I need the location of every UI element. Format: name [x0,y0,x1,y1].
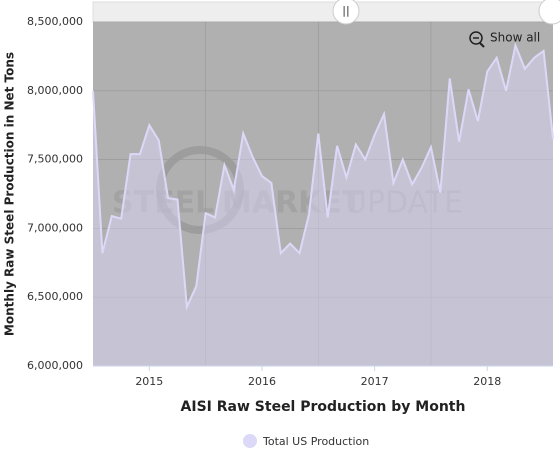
legend-label: Total US Production [262,435,369,448]
x-tick-label: 2016 [248,375,276,388]
y-axis-title: Monthly Raw Steel Production in Net Tons [3,52,17,336]
legend-marker [243,434,257,448]
x-tick-label: 2018 [473,375,501,388]
zoom-icon [469,31,483,45]
navigator-handle[interactable] [332,0,360,25]
handle-grip: || [342,4,349,17]
x-tick-label: 2017 [361,375,389,388]
navigator-handle[interactable] [538,0,560,25]
x-tick-label: 2015 [135,375,163,388]
show-all[interactable]: Show all [490,31,540,45]
zoom-icon [479,42,485,48]
y-tick-label: 6,000,000 [27,359,83,372]
y-tick-label: 7,000,000 [27,221,83,234]
y-tick-label: 7,500,000 [27,153,83,166]
y-tick-label: 6,500,000 [27,290,83,303]
show-all-button[interactable]: Show all [469,31,540,48]
x-axis-title: AISI Raw Steel Production by Month [181,399,466,415]
line [92,41,554,311]
navigator[interactable] [92,1,554,23]
y-tick-label: 8,500,000 [27,15,83,28]
y-tick-label: 8,000,000 [27,84,83,97]
area [93,45,553,366]
